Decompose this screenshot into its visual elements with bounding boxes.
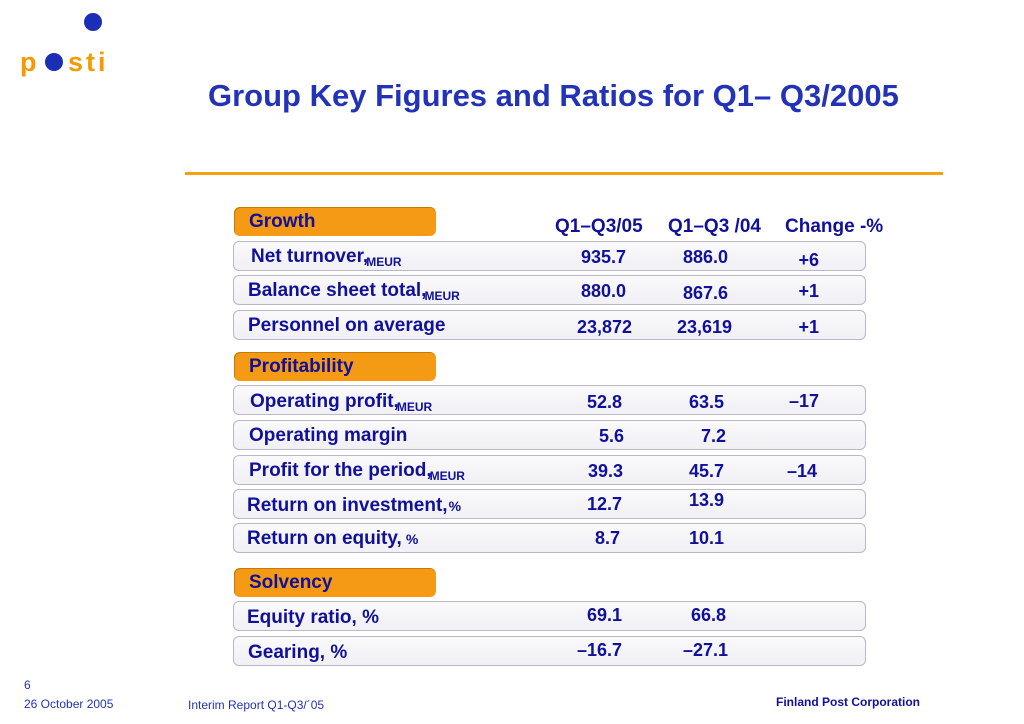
section-growth: Growth <box>234 207 436 236</box>
value-operating-margin-04: 7.2 <box>700 426 726 446</box>
table-row <box>233 241 866 271</box>
value-net-turnover-04: 886.0 <box>682 247 728 267</box>
value-profit-period-05: 39.3 <box>587 461 623 481</box>
change-net-turnover: +6 <box>798 250 819 270</box>
value-roe-05: 8.7 <box>594 528 620 548</box>
row-label-net-turnover: Net turnover,MEUR <box>251 246 402 269</box>
table-row <box>233 489 866 519</box>
change-personnel: +1 <box>798 317 819 337</box>
footer-company: Finland Post Corporation <box>776 695 920 709</box>
value-profit-period-04: 45.7 <box>688 461 724 481</box>
table-row <box>233 385 866 415</box>
row-label-equity-ratio: Equity ratio, % <box>247 607 379 628</box>
column-header-q1-q3-04: Q1–Q3 /04 <box>668 216 761 237</box>
value-roi-04: 13.9 <box>688 490 724 510</box>
value-equity-ratio-05: 69.1 <box>586 605 622 625</box>
row-label-return-on-equity: Return on equity,% <box>247 528 419 549</box>
table-row <box>233 420 866 450</box>
value-balance-sheet-05: 880.0 <box>580 281 626 301</box>
value-net-turnover-05: 935.7 <box>580 247 626 267</box>
footer-date: 26 October 2005 <box>24 697 114 711</box>
value-equity-ratio-04: 66.8 <box>690 605 726 625</box>
page-title: Group Key Figures and Ratios for Q1– Q3/… <box>208 78 899 113</box>
table-row <box>233 275 866 305</box>
value-personnel-05: 23,872 <box>576 317 632 337</box>
change-balance-sheet: +1 <box>798 281 819 301</box>
value-roe-04: 10.1 <box>688 528 724 548</box>
change-profit-period: –14 <box>786 461 817 481</box>
row-label-profit-for-period: Profit for the period,MEUR <box>249 460 465 483</box>
table-row <box>233 601 866 631</box>
table-row <box>233 455 866 485</box>
change-operating-profit: –17 <box>788 391 819 411</box>
row-label-balance-sheet-total: Balance sheet total,MEUR <box>248 280 460 303</box>
svg-text:p: p <box>20 47 40 77</box>
page-number: 6 <box>24 678 31 692</box>
value-personnel-04: 23,619 <box>676 317 732 337</box>
row-label-operating-profit: Operating profit,MEUR <box>250 391 433 414</box>
column-header-q1-q3-05: Q1–Q3/05 <box>555 216 643 237</box>
footer-report-name: Interim Report Q1-Q3/´05 <box>188 698 325 712</box>
section-profitability: Profitability <box>234 352 436 381</box>
posti-logo: p sti <box>20 13 109 77</box>
value-operating-profit-04: 63.5 <box>688 392 724 412</box>
value-operating-margin-05: 5.6 <box>598 426 624 446</box>
table-row <box>233 310 866 340</box>
table-row <box>233 523 866 553</box>
row-label-personnel: Personnel on average <box>248 315 446 336</box>
row-label-return-on-investment: Return on investment,% <box>247 495 462 516</box>
svg-text:sti: sti <box>68 47 109 77</box>
value-gearing-04: –27.1 <box>682 640 728 660</box>
value-roi-05: 12.7 <box>586 494 622 514</box>
table-row <box>233 636 866 666</box>
row-label-gearing: Gearing, % <box>248 642 348 663</box>
section-solvency: Solvency <box>234 568 436 597</box>
value-gearing-05: –16.7 <box>576 640 622 660</box>
row-label-operating-margin: Operating margin <box>249 425 408 446</box>
column-header-change: Change -% <box>785 216 884 237</box>
value-operating-profit-05: 52.8 <box>586 392 622 412</box>
value-balance-sheet-04: 867.6 <box>682 283 728 303</box>
title-divider <box>185 172 943 175</box>
